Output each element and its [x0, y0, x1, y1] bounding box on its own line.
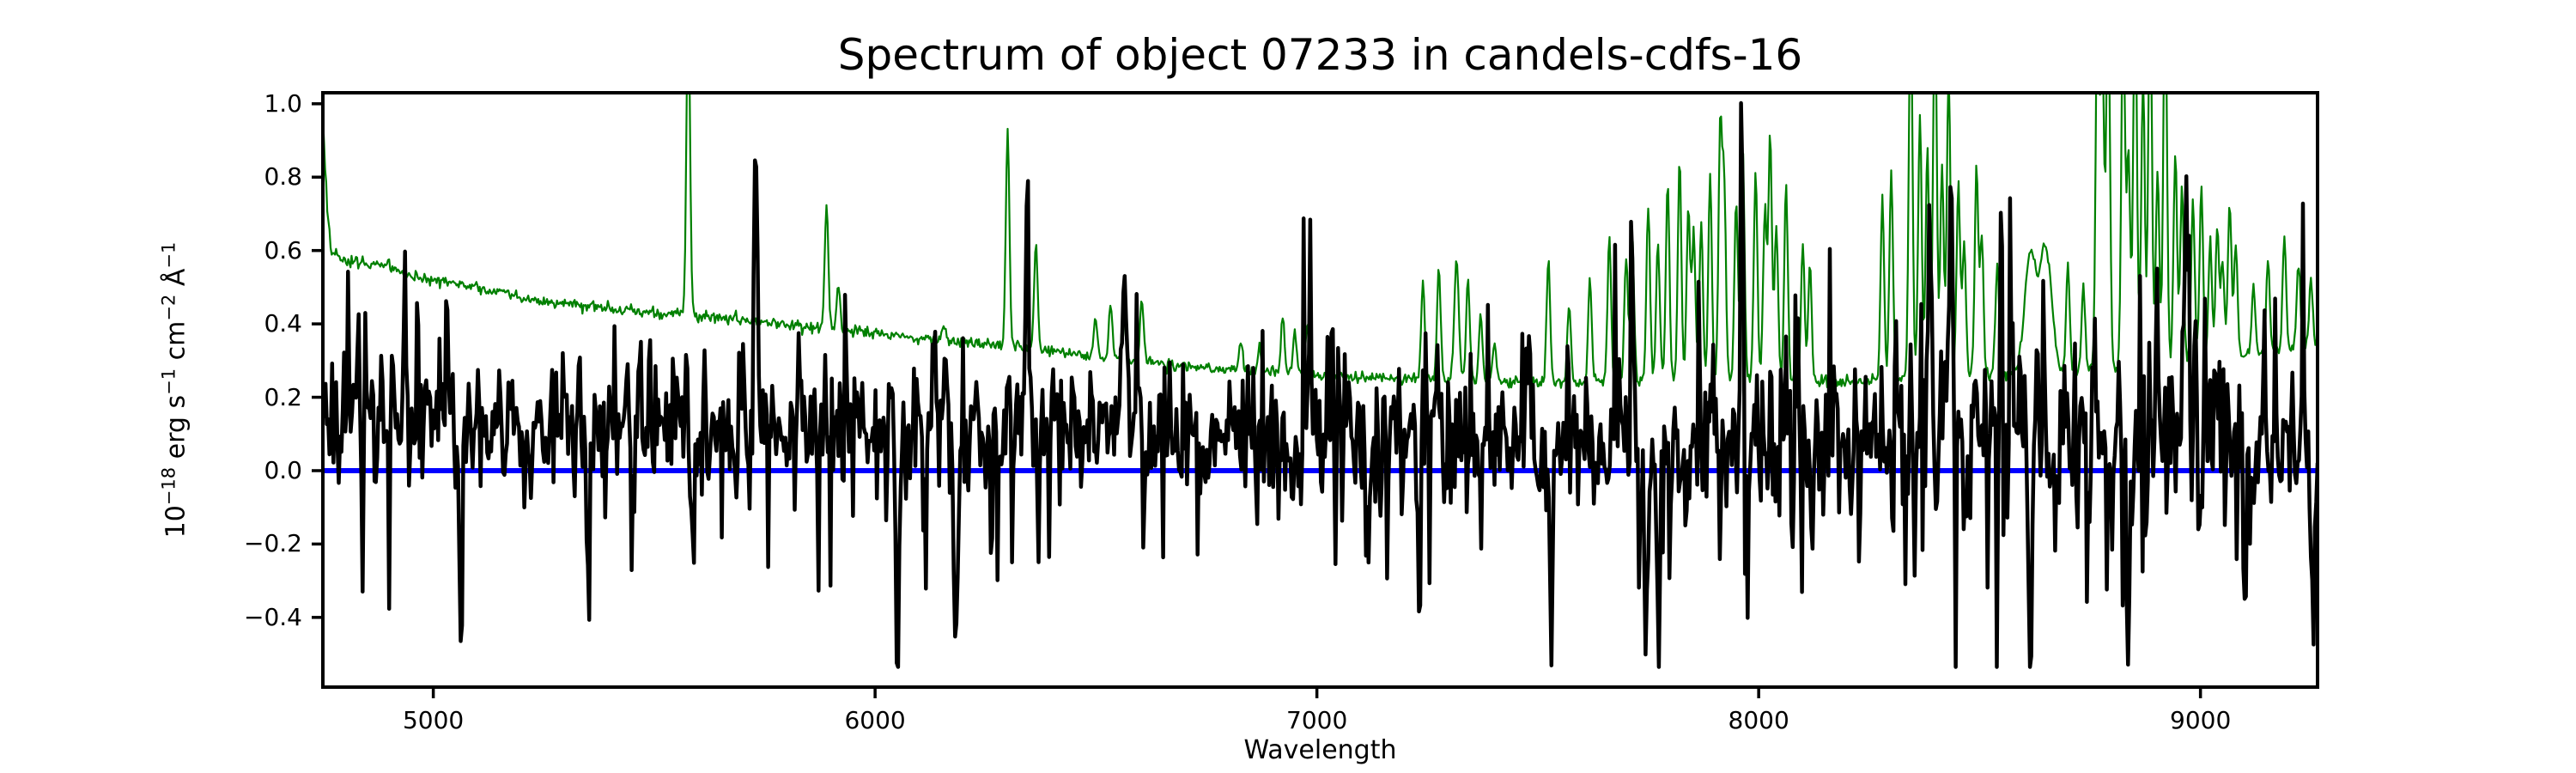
x-axis-label: Wavelength	[1243, 735, 1397, 765]
x-tick-label: 9000	[2170, 706, 2232, 734]
plot-title: Spectrum of object 07233 in candels-cdfs…	[837, 30, 1803, 80]
y-tick-label: −0.4	[244, 602, 302, 631]
y-tick-label: −0.2	[244, 529, 302, 558]
x-tick-label: 6000	[844, 706, 906, 734]
y-tick-label: 1.0	[264, 88, 302, 118]
noise-spectrum-series	[323, 93, 2318, 391]
axis-ticks	[312, 102, 2202, 698]
flux-spectrum-series	[323, 100, 2318, 669]
y-tick-label: 0.6	[264, 235, 302, 265]
x-tick-label: 7000	[1286, 706, 1348, 734]
x-tick-label: 8000	[1728, 706, 1789, 734]
y-tick-label: 0.2	[264, 382, 302, 411]
y-tick-label: 0.4	[264, 309, 302, 338]
y-tick-label: 0.8	[264, 162, 302, 192]
y-tick-label: 0.0	[264, 455, 302, 484]
axes-spines	[321, 91, 2319, 689]
x-tick-label: 5000	[402, 706, 465, 734]
